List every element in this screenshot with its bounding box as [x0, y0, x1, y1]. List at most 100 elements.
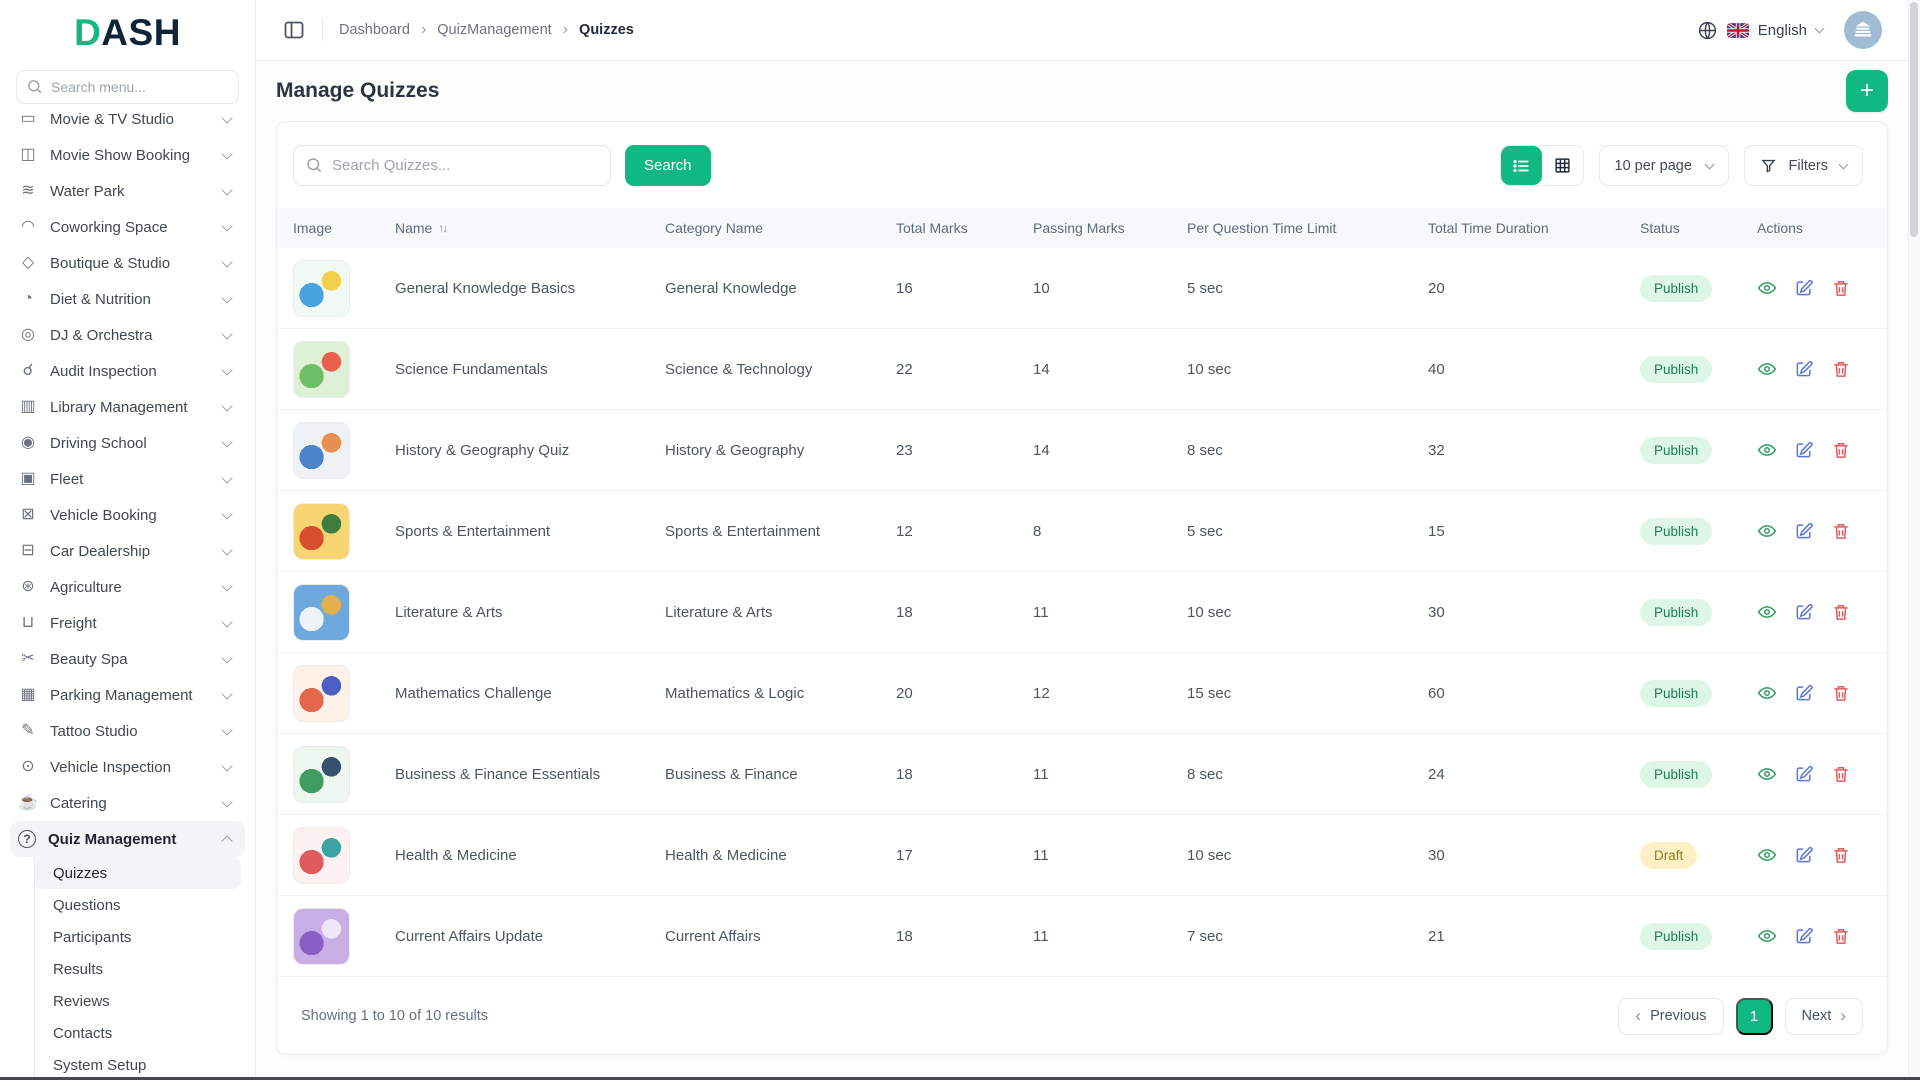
chevron-down-icon [221, 760, 232, 771]
quiz-management-icon: ? [18, 830, 36, 848]
sidebar-item-agriculture[interactable]: ⊛ Agriculture [10, 569, 245, 605]
sidebar-item-driving-school[interactable]: ◉ Driving School [10, 425, 245, 461]
table-row: Business & Finance Essentials Business &… [277, 734, 1887, 815]
breadcrumb-quiz-management[interactable]: QuizManagement [437, 22, 551, 38]
quiz-search-input[interactable] [293, 145, 611, 186]
view-icon[interactable] [1757, 359, 1777, 379]
page-1-button[interactable]: 1 [1736, 998, 1773, 1035]
next-button[interactable]: Next› [1785, 998, 1864, 1035]
sidebar-subitem-results[interactable]: Results [35, 953, 241, 985]
table-row: History & Geography Quiz History & Geogr… [277, 410, 1887, 491]
edit-icon[interactable] [1794, 521, 1814, 541]
delete-icon[interactable] [1831, 278, 1851, 298]
view-icon[interactable] [1757, 926, 1777, 946]
sidebar-item-beauty-spa[interactable]: ✂ Beauty Spa [10, 641, 245, 677]
view-icon[interactable] [1757, 602, 1777, 622]
edit-icon[interactable] [1794, 440, 1814, 460]
delete-icon[interactable] [1831, 764, 1851, 784]
globe-icon[interactable] [1697, 20, 1718, 41]
edit-icon[interactable] [1794, 764, 1814, 784]
edit-icon[interactable] [1794, 359, 1814, 379]
add-quiz-button[interactable]: + [1846, 70, 1888, 112]
per-page-select[interactable]: 10 per page [1599, 145, 1729, 186]
filters-button[interactable]: Filters [1744, 145, 1863, 186]
delete-icon[interactable] [1831, 926, 1851, 946]
user-avatar[interactable] [1844, 11, 1882, 49]
sidebar-item-audit-inspection[interactable]: ☌ Audit Inspection [10, 353, 245, 389]
sidebar-item-parking-management[interactable]: ▦ Parking Management [10, 677, 245, 713]
sidebar-subitem-reviews[interactable]: Reviews [35, 985, 241, 1017]
total-marks-value: 22 [896, 361, 1033, 378]
sidebar-subitem-quizzes[interactable]: Quizzes [35, 857, 241, 889]
language-label[interactable]: English [1758, 22, 1807, 39]
passing-marks-value: 10 [1033, 280, 1187, 297]
sidebar-subitem-questions[interactable]: Questions [35, 889, 241, 921]
sidebar: DASH ▭ Movie & TV Studio ◫ Movie Show Bo… [0, 0, 256, 1077]
sidebar-item-vehicle-inspection[interactable]: ⊙ Vehicle Inspection [10, 749, 245, 785]
quiz-category: Literature & Arts [665, 604, 896, 621]
edit-icon[interactable] [1794, 926, 1814, 946]
view-icon[interactable] [1757, 845, 1777, 865]
delete-icon[interactable] [1831, 845, 1851, 865]
sidebar-item-freight[interactable]: ⊔ Freight [10, 605, 245, 641]
previous-button[interactable]: ‹Previous [1618, 998, 1723, 1035]
quiz-search [293, 145, 611, 186]
delete-icon[interactable] [1831, 602, 1851, 622]
sidebar-item-coworking-space[interactable]: ◠ Coworking Space [10, 209, 245, 245]
duration-value: 24 [1428, 766, 1640, 783]
sidebar-search-input[interactable] [16, 70, 239, 104]
page-scrollbar[interactable] [1908, 0, 1920, 1077]
edit-icon[interactable] [1794, 602, 1814, 622]
sort-icon[interactable]: ↑↓ [438, 221, 446, 235]
edit-icon[interactable] [1794, 845, 1814, 865]
view-icon[interactable] [1757, 440, 1777, 460]
toolbar-right: 10 per page Filters [1500, 145, 1863, 186]
view-icon[interactable] [1757, 683, 1777, 703]
list-view-toggle[interactable] [1501, 146, 1542, 185]
sidebar-subitem-participants[interactable]: Participants [35, 921, 241, 953]
row-actions [1757, 683, 1871, 703]
sidebar-item-quiz-management[interactable]: ? Quiz Management [10, 821, 245, 857]
header-name[interactable]: Name↑↓ [395, 220, 665, 236]
quiz-name: History & Geography Quiz [395, 442, 665, 459]
header-status: Status [1640, 220, 1757, 236]
sidebar-item-movie-tv-studio[interactable]: ▭ Movie & TV Studio [10, 110, 245, 137]
quiz-category: History & Geography [665, 442, 896, 459]
edit-icon[interactable] [1794, 278, 1814, 298]
breadcrumb-dashboard[interactable]: Dashboard [339, 22, 410, 38]
total-marks-value: 17 [896, 847, 1033, 864]
sidebar-item-dj-orchestra[interactable]: ◎ DJ & Orchestra [10, 317, 245, 353]
status-badge: Publish [1640, 923, 1712, 950]
search-button[interactable]: Search [625, 145, 711, 186]
sidebar-subitem-contacts[interactable]: Contacts [35, 1017, 241, 1049]
sidebar-toggle-icon[interactable] [282, 18, 306, 42]
delete-icon[interactable] [1831, 683, 1851, 703]
chevron-down-icon [1839, 159, 1849, 169]
scrollbar-thumb[interactable] [1910, 2, 1918, 237]
sidebar-item-diet-nutrition[interactable]: ◔ Diet & Nutrition [10, 281, 245, 317]
sidebar-item-water-park[interactable]: ≋ Water Park [10, 173, 245, 209]
delete-icon[interactable] [1831, 440, 1851, 460]
sidebar-subitem-label: Participants [53, 929, 131, 946]
delete-icon[interactable] [1831, 521, 1851, 541]
delete-icon[interactable] [1831, 359, 1851, 379]
sidebar-item-car-dealership[interactable]: ⊟ Car Dealership [10, 533, 245, 569]
brand-logo[interactable]: DASH [0, 0, 255, 58]
sidebar-item-fleet[interactable]: ▣ Fleet [10, 461, 245, 497]
row-actions [1757, 845, 1871, 865]
quiz-category: Mathematics & Logic [665, 685, 896, 702]
view-icon[interactable] [1757, 278, 1777, 298]
sidebar-item-catering[interactable]: ☕ Catering [10, 785, 245, 821]
sidebar-subitem-system-setup[interactable]: System Setup [35, 1049, 241, 1077]
grid-view-toggle[interactable] [1542, 146, 1583, 185]
sidebar-item-movie-show-booking[interactable]: ◫ Movie Show Booking [10, 137, 245, 173]
view-icon[interactable] [1757, 521, 1777, 541]
row-actions [1757, 521, 1871, 541]
sidebar-item-boutique-studio[interactable]: ◇ Boutique & Studio [10, 245, 245, 281]
sidebar-item-library-management[interactable]: ▥ Library Management [10, 389, 245, 425]
edit-icon[interactable] [1794, 683, 1814, 703]
audit-inspection-icon: ☌ [18, 361, 38, 381]
sidebar-item-vehicle-booking[interactable]: ⊠ Vehicle Booking [10, 497, 245, 533]
sidebar-item-tattoo-studio[interactable]: ✎ Tattoo Studio [10, 713, 245, 749]
view-icon[interactable] [1757, 764, 1777, 784]
